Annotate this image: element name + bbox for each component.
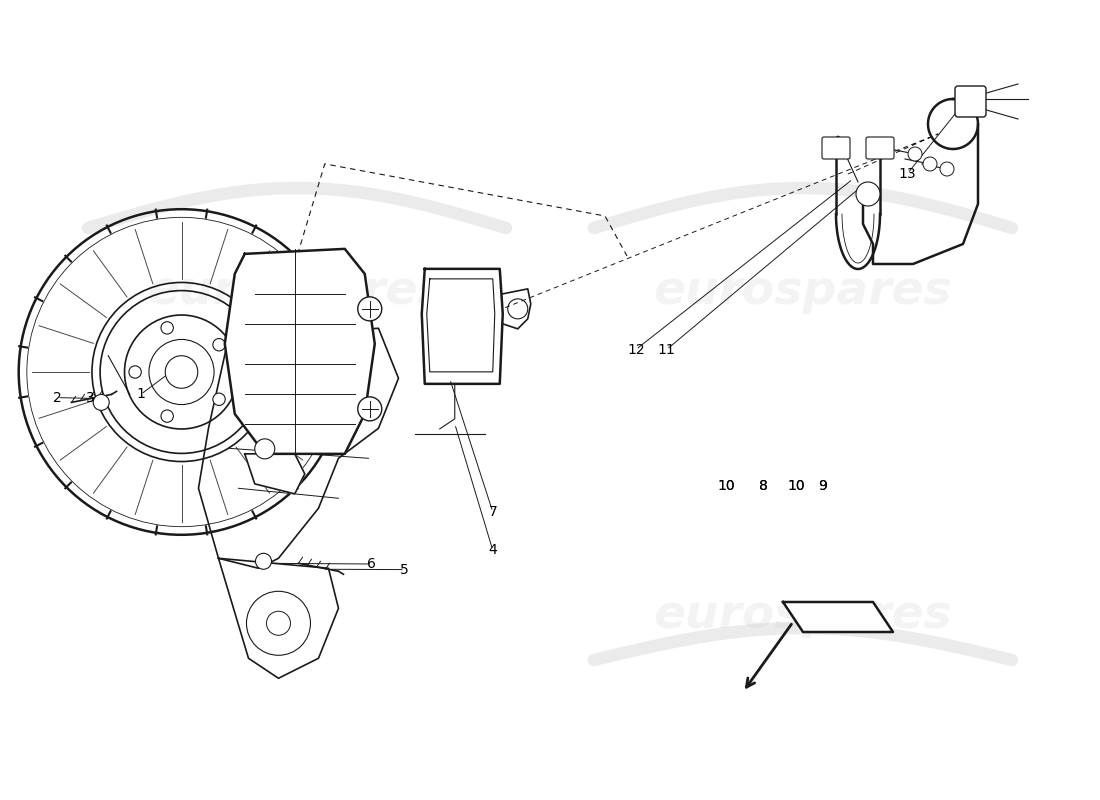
Text: 10: 10 <box>788 478 805 493</box>
Text: 1: 1 <box>136 387 145 402</box>
Circle shape <box>129 366 141 378</box>
Polygon shape <box>245 454 305 494</box>
Text: 9: 9 <box>818 478 827 493</box>
Circle shape <box>358 297 382 321</box>
Text: 7: 7 <box>488 505 497 519</box>
Text: 5: 5 <box>400 562 409 577</box>
Polygon shape <box>224 249 375 454</box>
FancyBboxPatch shape <box>955 86 986 117</box>
Text: eurospares: eurospares <box>147 270 447 314</box>
Polygon shape <box>783 602 893 632</box>
Circle shape <box>923 157 937 171</box>
Text: 11: 11 <box>658 342 675 357</box>
Circle shape <box>940 162 954 176</box>
Circle shape <box>255 439 275 459</box>
Polygon shape <box>421 269 503 384</box>
FancyBboxPatch shape <box>822 137 850 159</box>
Circle shape <box>908 147 922 161</box>
Text: 2: 2 <box>53 390 62 405</box>
Ellipse shape <box>165 356 198 388</box>
Text: 3: 3 <box>86 390 95 405</box>
Circle shape <box>213 393 226 406</box>
Circle shape <box>856 182 880 206</box>
Circle shape <box>255 554 272 570</box>
Polygon shape <box>830 136 846 152</box>
Circle shape <box>161 410 174 422</box>
Text: 10: 10 <box>788 478 805 493</box>
Text: eurospares: eurospares <box>653 270 953 314</box>
Circle shape <box>213 338 226 351</box>
Circle shape <box>161 322 174 334</box>
Text: 10: 10 <box>717 478 735 493</box>
Circle shape <box>358 397 382 421</box>
Text: 6: 6 <box>367 557 376 571</box>
Text: 4: 4 <box>488 543 497 558</box>
FancyBboxPatch shape <box>866 137 894 159</box>
Text: 12: 12 <box>627 342 645 357</box>
Text: 8: 8 <box>759 478 768 493</box>
Circle shape <box>94 394 109 410</box>
Text: eurospares: eurospares <box>653 594 953 638</box>
Text: 9: 9 <box>818 478 827 493</box>
Text: 13: 13 <box>899 166 916 181</box>
Text: 8: 8 <box>759 478 768 493</box>
Text: 10: 10 <box>717 478 735 493</box>
